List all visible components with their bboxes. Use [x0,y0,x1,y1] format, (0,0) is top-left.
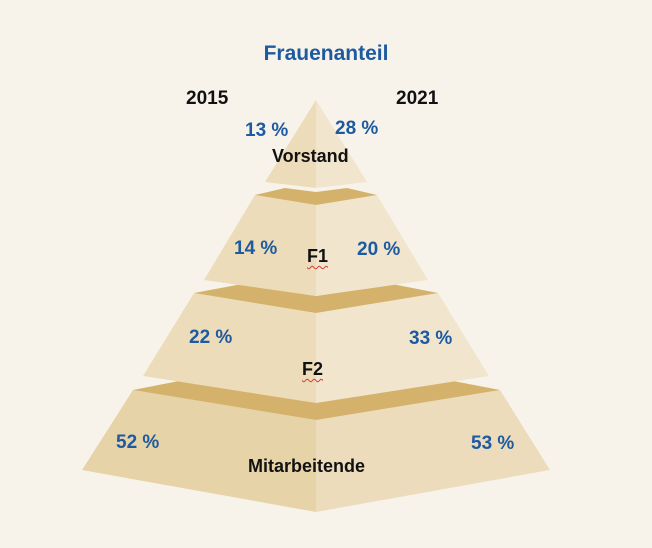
tier-f2-face-2021 [316,293,489,403]
f2-share-2015: 22 % [189,327,233,348]
f2-share-2021: 33 % [409,328,453,349]
tier-f1-face-2015 [204,195,316,296]
tier-mitarbeitende-face-2021 [316,390,550,512]
vorstand-share-2021: 28 % [335,118,379,139]
year-2015-label: 2015 [186,88,229,109]
tier-vorstand-face-2015 [265,100,316,188]
mitarbeitende-share-2021: 53 % [471,433,515,454]
level-mitarbeitende-label: Mitarbeitende [248,456,366,476]
f1-share-2015: 14 % [234,238,278,259]
tier-f2-face-2015 [143,293,316,403]
tier-f2-ledge [194,284,438,313]
level-f2-label: F2 [302,359,324,379]
vorstand-share-2015: 13 % [245,120,289,141]
mitarbeitende-share-2015: 52 % [116,432,160,453]
tier-f1-face-2021 [316,195,428,296]
tier-vorstand-face-2021 [316,100,367,188]
diagram-title: Frauenanteil [263,42,389,65]
f1-share-2021: 20 % [357,239,401,260]
year-2021-label: 2021 [396,88,439,109]
tier-mitarbeitende-face-2015 [82,390,316,512]
level-f1-label: F1 [307,246,329,266]
tier-f1-ledge [255,188,377,205]
level-vorstand-label: Vorstand [272,146,349,166]
